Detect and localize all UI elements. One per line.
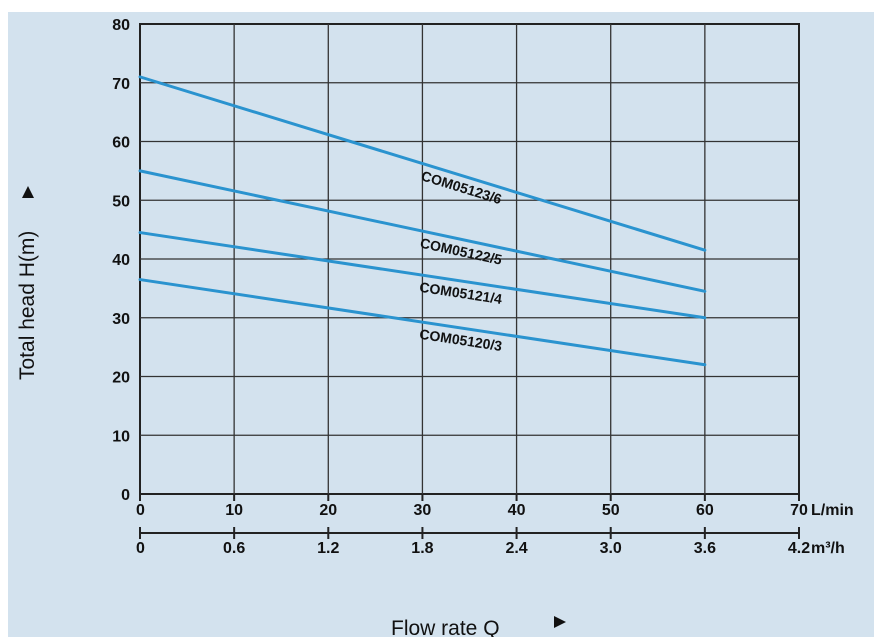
series-line xyxy=(138,75,707,252)
x2-tick-label: 2.4 xyxy=(505,540,527,557)
x-tick-label: 40 xyxy=(508,502,526,519)
x-tick-label: 0 xyxy=(136,502,145,519)
y-tick-label: 60 xyxy=(112,135,130,152)
y-tick-label: 20 xyxy=(112,370,130,387)
x2-tick-label: 0 xyxy=(136,540,145,557)
x2-tick-label: 1.8 xyxy=(411,540,433,557)
y-tick-label: 50 xyxy=(112,193,130,210)
x2-tick-label: 0.6 xyxy=(223,540,245,557)
series-line xyxy=(138,278,707,367)
x-axis-arrow-icon xyxy=(554,616,566,628)
x-axis-title: Flow rate Q xyxy=(391,617,500,637)
x-tick-label: 70 xyxy=(790,502,808,519)
x-tick-label: 30 xyxy=(414,502,432,519)
y-axis-arrow-icon xyxy=(22,186,34,198)
chart-canvas: 0 10 20 30 40 50 60 70 80 0 10 20 30 40 50 60 70 0 0.6 1.2 1… xyxy=(16,17,854,640)
x-tick-label: 50 xyxy=(602,502,620,519)
series-line xyxy=(138,169,707,293)
x-tick-label: 60 xyxy=(696,502,714,519)
x2-tick-label: 1.2 xyxy=(317,540,339,557)
pump-performance-chart: 0 10 20 30 40 50 60 70 80 0 10 20 30 40 50 60 70 0 0.6 1.2 1… xyxy=(8,12,874,640)
series-line xyxy=(138,231,707,320)
y-axis-title: Total head H(m) xyxy=(16,231,39,380)
x2-axis-unit: m³/h xyxy=(811,540,845,557)
y-tick-label: 0 xyxy=(121,487,130,504)
x-axis-unit: L/min xyxy=(811,502,854,519)
y-tick-label: 40 xyxy=(112,252,130,269)
y-tick-label: 30 xyxy=(112,311,130,328)
series-lines xyxy=(138,75,707,367)
y-tick-label: 80 xyxy=(112,17,130,34)
x2-tick-label: 4.2 xyxy=(788,540,810,557)
y-tick-label: 70 xyxy=(112,76,130,93)
x-tick-label: 20 xyxy=(319,502,337,519)
x2-tick-label: 3.6 xyxy=(694,540,716,557)
y-tick-label: 10 xyxy=(112,428,130,445)
tick-labels: 0 10 20 30 40 50 60 70 80 0 10 20 30 40 50 60 70 0 0.6 1.2 1… xyxy=(112,17,810,557)
x-tick-label: 10 xyxy=(225,502,243,519)
grid-lines xyxy=(140,24,799,494)
x2-tick-label: 3.0 xyxy=(600,540,622,557)
axes xyxy=(139,494,800,539)
